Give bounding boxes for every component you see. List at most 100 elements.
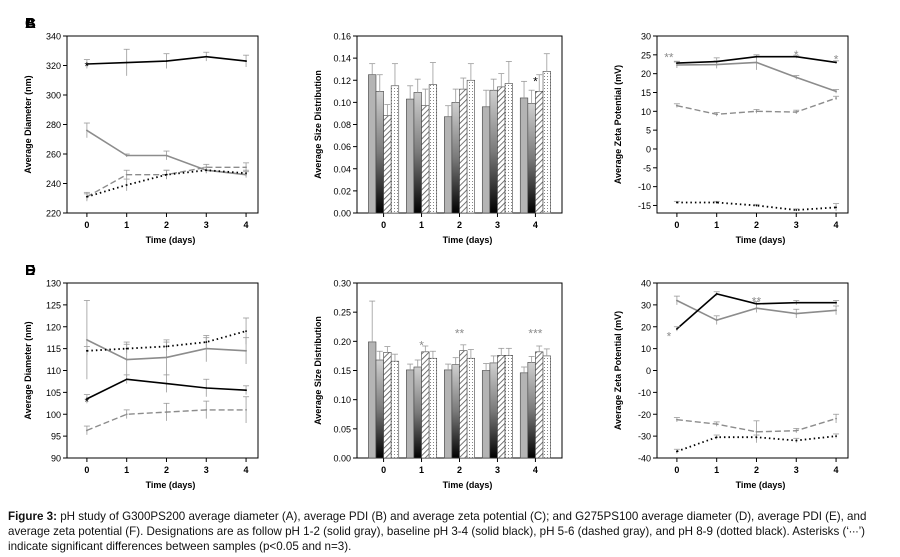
y-tick-label: 300: [46, 91, 61, 101]
data-point: [165, 382, 168, 385]
data-point: [795, 209, 798, 211]
bar: [421, 351, 430, 459]
x-tick-label: 1: [714, 220, 719, 230]
data-point: [675, 201, 678, 204]
data-point: [755, 61, 758, 64]
x-tick-label: 0: [674, 220, 679, 230]
y-tick-label: -10: [638, 388, 651, 398]
bar: [390, 85, 400, 214]
data-point: [675, 418, 678, 421]
bar: [383, 352, 392, 459]
y-tick-label: 0.04: [333, 164, 351, 174]
data-point: [165, 154, 168, 157]
data-point: [675, 104, 678, 107]
bar: [421, 105, 430, 214]
bar: [444, 116, 453, 214]
data-point: [85, 429, 88, 432]
data-point: [125, 378, 128, 381]
y-tick-label: 0.12: [333, 76, 351, 86]
y-tick-label: 0.30: [333, 279, 351, 289]
data-point: [755, 307, 758, 310]
y-tick-label: 0.05: [333, 424, 351, 434]
x-axis-label: Time (days): [146, 480, 196, 490]
data-point: [245, 172, 247, 175]
y-axis-label: Average Diameter (nm): [23, 75, 33, 173]
y-axis-label: Average Size Distribution: [313, 316, 323, 425]
bar: [428, 84, 438, 214]
data-point: [835, 417, 837, 420]
y-axis-label: Average Zeta Potential (mV): [613, 311, 623, 430]
data-point: [755, 204, 758, 207]
data-point: [165, 60, 168, 62]
y-tick-label: 30: [641, 300, 651, 310]
bar: [444, 369, 453, 459]
bar: [451, 364, 460, 459]
bar: [451, 102, 460, 214]
y-tick-label: 220: [46, 209, 61, 219]
panel-letter: D: [25, 262, 36, 279]
bar: [368, 74, 377, 214]
x-axis-label: Time (days): [443, 235, 493, 245]
data-point: [125, 154, 128, 157]
bar: [406, 98, 415, 214]
data-point: [715, 436, 718, 439]
y-tick-label: -40: [638, 454, 651, 464]
data-point: [205, 169, 208, 172]
data-point: [245, 349, 247, 352]
bar: [390, 360, 400, 459]
x-axis-label: Time (days): [146, 235, 196, 245]
y-tick-label: 20: [641, 69, 651, 79]
data-point: [205, 55, 208, 58]
data-point: [125, 173, 128, 176]
bar: [428, 357, 438, 459]
bar: [519, 97, 529, 214]
x-axis-label: Time (days): [736, 235, 786, 245]
y-tick-label: 0.14: [333, 54, 351, 64]
data-point: [125, 184, 128, 186]
bar: [497, 86, 506, 214]
data-point: [795, 76, 798, 79]
data-point: [165, 345, 168, 348]
y-tick-label: 105: [46, 388, 61, 398]
data-point: [245, 60, 247, 62]
bar: [535, 351, 544, 459]
y-tick-label: 0.08: [333, 120, 351, 130]
y-tick-label: 40: [641, 279, 651, 289]
significance-asterisk: ***: [528, 327, 542, 341]
bar: [459, 88, 468, 214]
x-tick-label: 4: [244, 220, 249, 230]
data-point: [245, 408, 247, 411]
data-point: [85, 338, 88, 341]
y-tick-label: 260: [46, 150, 61, 160]
data-point: [715, 60, 718, 63]
bar: [413, 366, 422, 459]
x-tick-label: 2: [164, 220, 169, 230]
x-tick-label: 1: [714, 465, 719, 475]
y-tick-label: 30: [641, 32, 651, 42]
x-tick-label: 2: [164, 465, 169, 475]
y-tick-label: 115: [47, 344, 61, 354]
data-point: [795, 312, 798, 315]
bar: [383, 115, 392, 214]
y-tick-label: 0.16: [333, 32, 351, 42]
data-point: [715, 293, 718, 295]
data-point: [245, 330, 247, 333]
y-tick-label: 0.00: [333, 454, 351, 464]
y-tick-label: -20: [638, 410, 651, 420]
data-point: [795, 429, 798, 432]
x-tick-label: 4: [244, 465, 249, 475]
data-point: [125, 61, 128, 64]
y-tick-label: 280: [46, 120, 61, 130]
y-tick-label: -30: [638, 432, 651, 442]
y-tick-label: 240: [46, 179, 61, 189]
panel-letter: A: [25, 15, 36, 32]
significance-asterisk: **: [664, 51, 674, 65]
x-tick-label: 3: [495, 220, 500, 230]
data-point: [755, 302, 758, 305]
data-point: [245, 389, 247, 392]
bar: [413, 92, 422, 214]
y-tick-label: 340: [46, 32, 61, 42]
y-tick-label: 0.10: [333, 395, 351, 405]
data-point: [85, 349, 88, 352]
